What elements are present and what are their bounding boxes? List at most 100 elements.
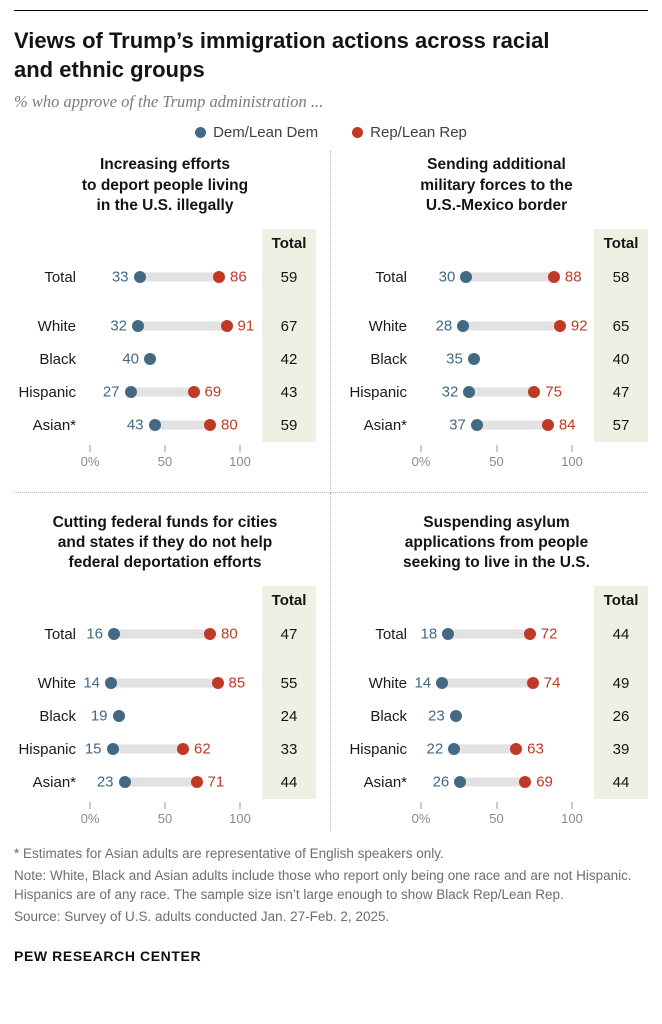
axis-tick [496, 801, 497, 809]
plot-area: 19 [90, 700, 240, 733]
chart-panel-2: Sending additional military forces to the… [331, 151, 648, 493]
chart-row-total: Total 16 80 47 [14, 618, 316, 651]
top-rule [14, 10, 648, 11]
dumbbell-track [476, 420, 548, 430]
rep-value: 69 [204, 383, 222, 401]
dumbbell-track [138, 321, 227, 331]
footnotes: * Estimates for Asian adults are represe… [14, 845, 648, 927]
rep-dot [553, 320, 566, 333]
footnote-note: Note: White, Black and Asian adults incl… [14, 867, 632, 902]
axis-tick-label: 0% [80, 453, 100, 469]
plot-area: 27 69 [90, 376, 240, 409]
row-label: Total [375, 625, 407, 643]
rep-value: 75 [545, 383, 562, 401]
total-column-background [262, 585, 316, 799]
dem-value: 18 [420, 625, 438, 643]
row-label: Hispanic [18, 740, 76, 758]
dem-dot [436, 677, 449, 690]
total-value: 65 [612, 317, 630, 335]
row-label: White [37, 674, 76, 692]
total-value: 47 [612, 383, 630, 401]
chart-row-black: Black 23 26 [345, 700, 648, 733]
axis-plot: 0% 50 100 [412, 801, 583, 831]
dumbbell-track [139, 272, 219, 282]
x-axis: 0% 50 100 [345, 801, 648, 831]
total-column-header: Total [271, 234, 307, 252]
chart-row-white: White 14 85 55 [14, 667, 316, 700]
x-axis: 0% 50 100 [345, 444, 648, 474]
chart-row-black: Black 35 40 [345, 343, 648, 376]
dumbbell-chart: Total Total 18 72 44 White 14 74 49 Black 23 26 Hisp… [345, 585, 648, 831]
total-column-background [594, 228, 648, 442]
rep-dot [519, 776, 532, 789]
dem-dot [449, 710, 462, 723]
total-value: 39 [612, 740, 630, 758]
dem-value: 32 [110, 317, 127, 335]
total-value: 59 [280, 268, 298, 286]
plot-area: 23 71 [90, 766, 240, 799]
chart-panel-1: Increasing efforts to deport people livin… [14, 151, 331, 493]
row-label: Black [39, 350, 76, 368]
row-label: Black [370, 350, 407, 368]
axis-tick-label: 50 [157, 810, 173, 826]
dem-value: 23 [428, 707, 445, 725]
total-value: 43 [280, 383, 298, 401]
dumbbell-track [466, 272, 554, 282]
legend-item-dem: Dem/Lean Dem [195, 124, 318, 141]
rep-dot [190, 776, 203, 789]
legend-label-rep: Rep/Lean Rep [370, 124, 467, 142]
chart-row-asian: Asian* 37 84 57 [345, 409, 648, 442]
plot-area: 14 74 [414, 667, 572, 700]
plot-area: 23 [421, 700, 572, 733]
rep-value: 74 [543, 674, 561, 692]
plot-area: 30 88 [421, 261, 582, 294]
total-value: 42 [280, 350, 298, 368]
panel-title: Increasing efforts to deport people livin… [81, 156, 249, 215]
dumbbell-track [154, 420, 210, 430]
chart-row-hispanic: Hispanic 27 69 43 [14, 376, 316, 409]
chart-grid: Increasing efforts to deport people livin… [14, 151, 648, 831]
dem-dot [470, 419, 483, 432]
rep-value: 92 [570, 317, 588, 335]
dem-value: 32 [441, 383, 459, 401]
dem-value: 14 [83, 674, 100, 692]
rep-value: 85 [228, 674, 246, 692]
axis-spacer [262, 444, 316, 474]
axis-tick [164, 801, 166, 809]
footnote-asterisk: * Estimates for Asian adults are represe… [14, 845, 444, 861]
axis-spacer [262, 801, 316, 831]
total-value: 44 [280, 773, 298, 791]
axis-tick-label: 50 [157, 453, 173, 469]
rep-value: 62 [194, 740, 211, 758]
chart-row-white: White 32 91 67 [14, 310, 316, 343]
plot-area: 35 [421, 343, 572, 376]
axis-spacer [345, 801, 421, 831]
chart-row-hispanic: Hispanic 32 75 47 [345, 376, 648, 409]
chart-row-asian: Asian* 23 71 44 [14, 766, 316, 799]
total-column-background [594, 585, 648, 799]
total-column-background [262, 228, 316, 442]
plot-area: 22 63 [421, 733, 572, 766]
rep-dot [528, 386, 541, 399]
rep-dot [220, 320, 233, 333]
legend-label-dem: Dem/Lean Dem [213, 124, 319, 142]
brand: PEW RESEARCH CENTER [14, 948, 202, 965]
plot-area: 16 80 [86, 618, 240, 651]
dem-value: 28 [435, 317, 453, 335]
dem-dot [106, 743, 119, 756]
axis-tick-label: 50 [489, 810, 504, 826]
dem-dot [148, 419, 161, 432]
dem-dot [457, 320, 470, 333]
dem-dot [448, 743, 461, 756]
rep-dot-icon [352, 127, 364, 139]
dumbbell-track [463, 321, 560, 331]
dumbbell-track [124, 777, 197, 787]
footnote-source: Source: Survey of U.S. adults conducted … [14, 908, 390, 924]
chart-row-white: White 14 74 49 [345, 667, 648, 700]
total-value: 49 [612, 674, 630, 692]
axis-tick [164, 444, 166, 452]
row-label: Asian* [363, 416, 407, 434]
chart-row-black: Black 19 24 [14, 700, 316, 733]
rep-dot [523, 628, 536, 641]
dumbbell-track [130, 387, 194, 397]
